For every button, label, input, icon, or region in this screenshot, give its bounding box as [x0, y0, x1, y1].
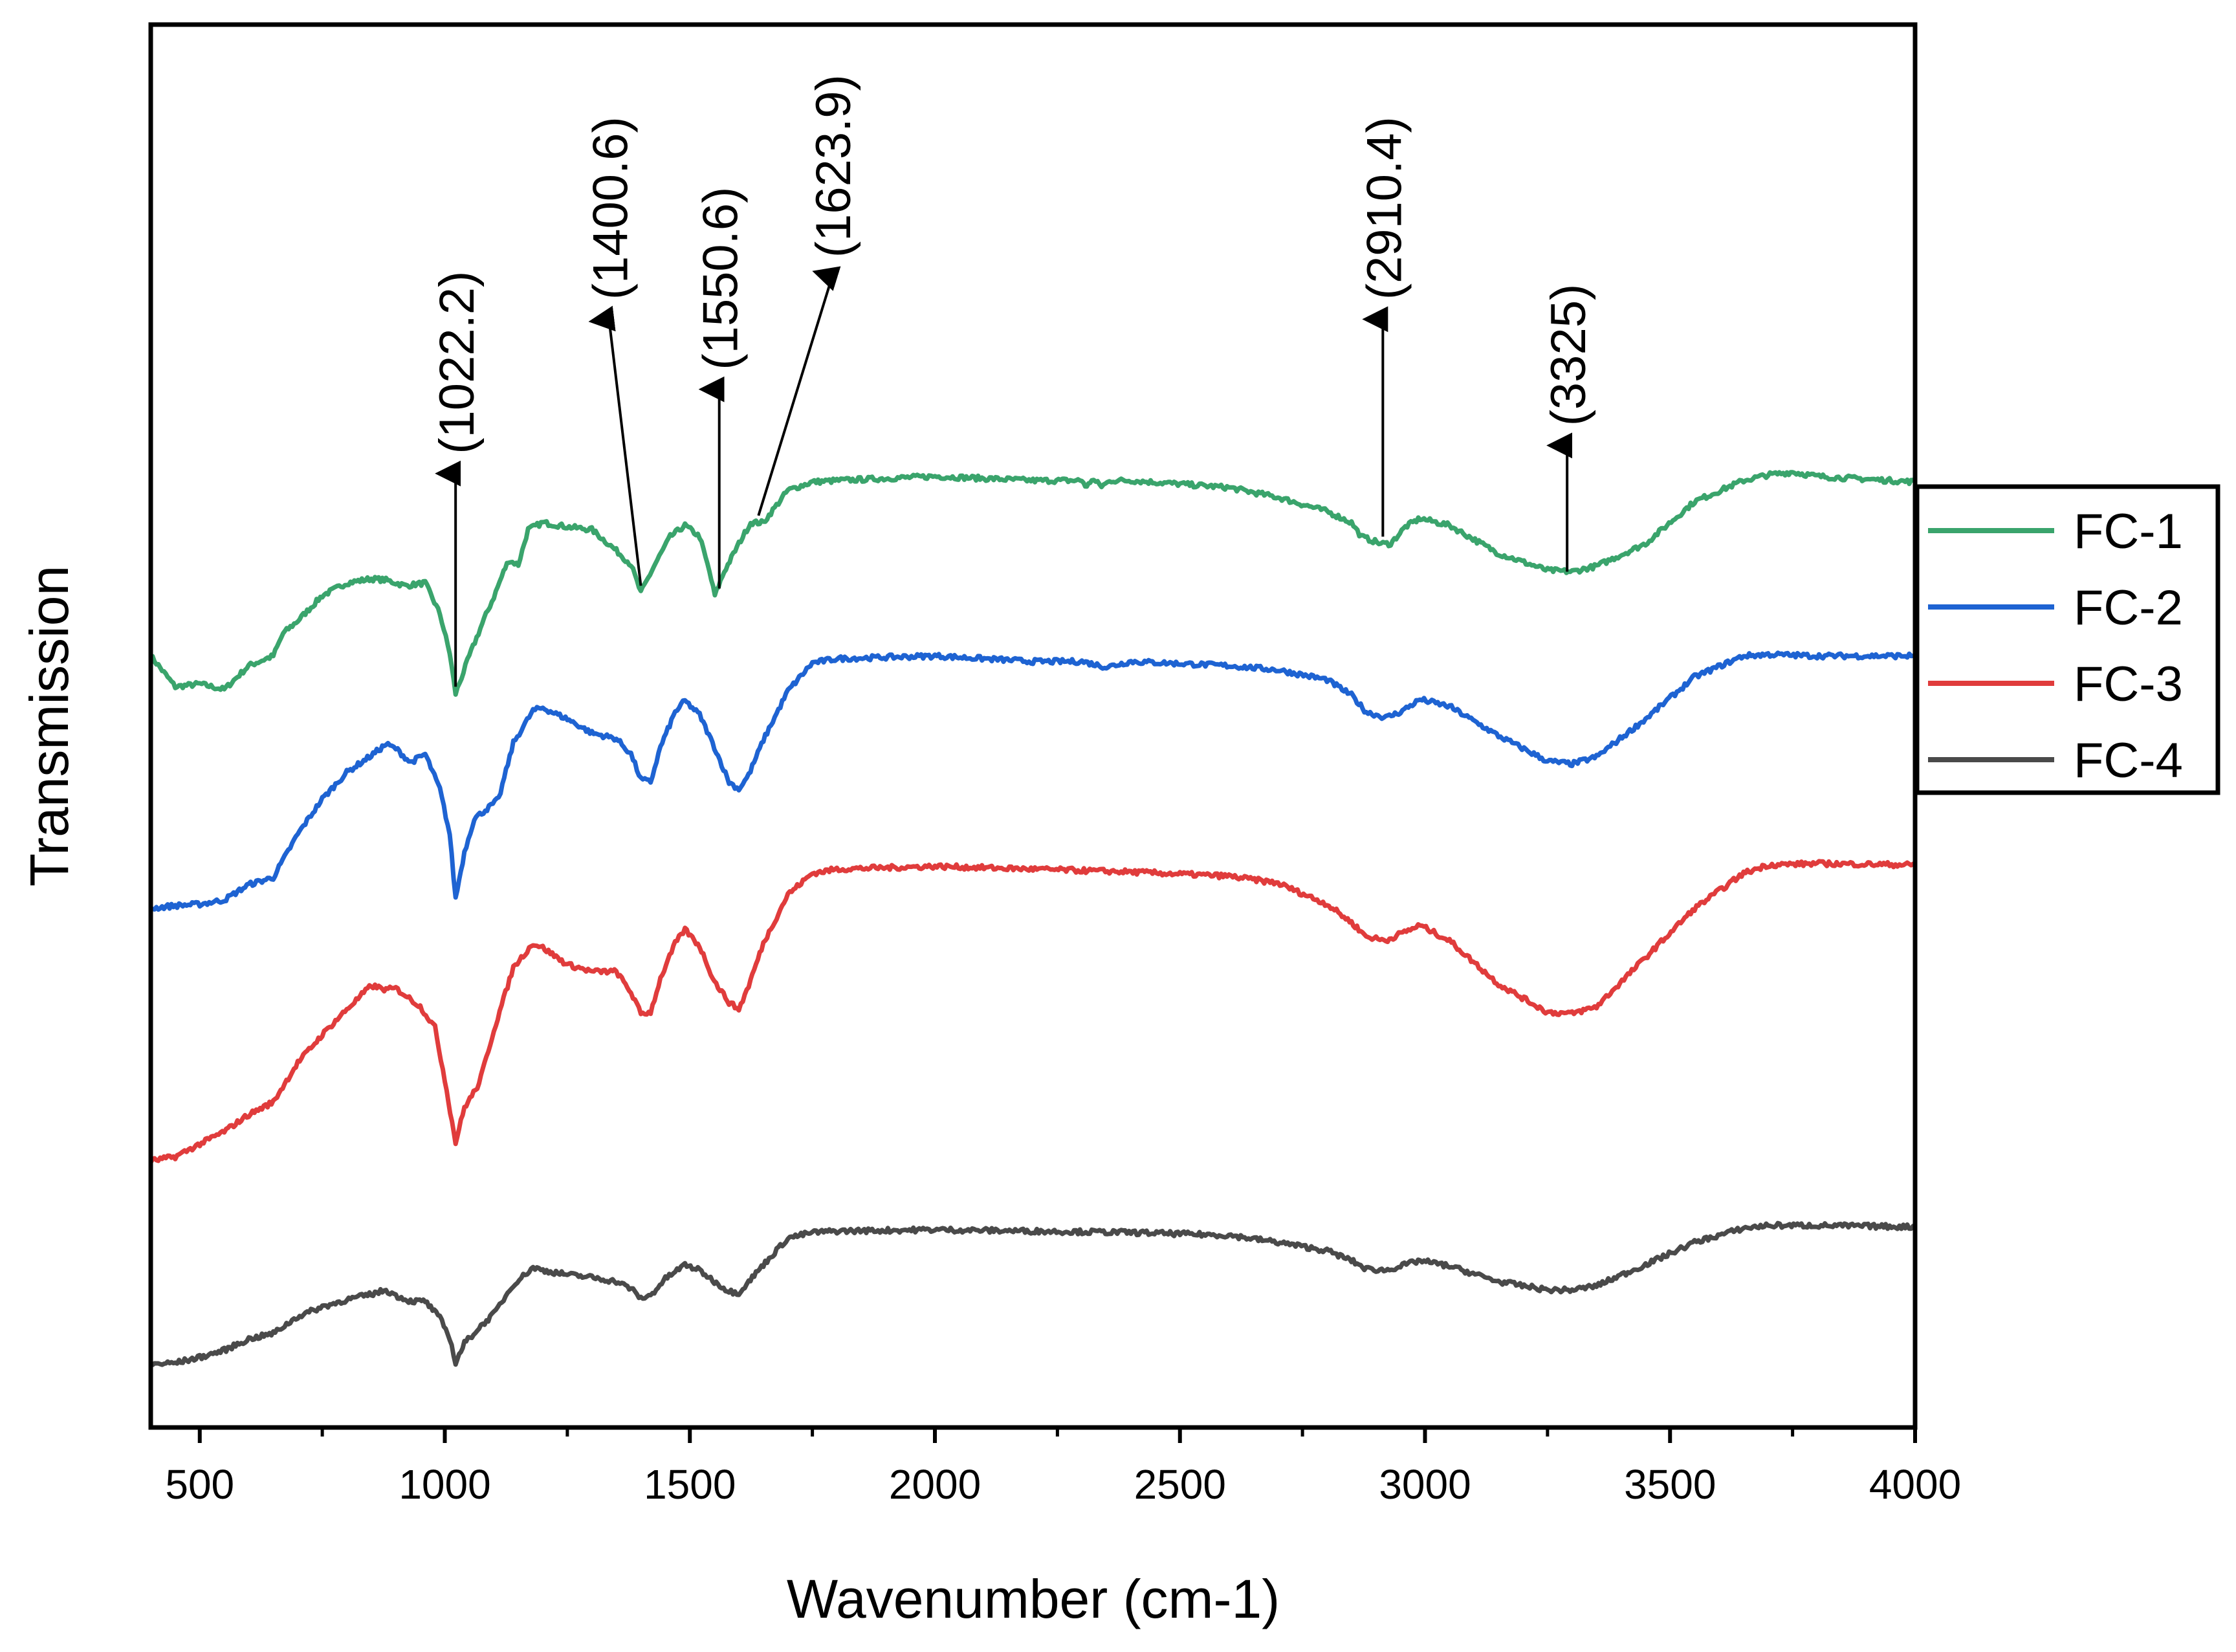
- plot-frame: [148, 22, 1918, 1430]
- x-tick-label: 1000: [399, 1461, 490, 1508]
- series-line-fc-3: [148, 859, 1918, 1165]
- annotation-label: (1400.6): [583, 116, 638, 300]
- legend-label: FC-2: [2074, 580, 2183, 635]
- series-line-fc-1: [148, 470, 1918, 697]
- x-tick-label: 2000: [889, 1461, 981, 1508]
- x-tick-label: 2500: [1134, 1461, 1226, 1508]
- annotation-label: (1550.6): [694, 187, 749, 370]
- legend-label: FC-1: [2074, 504, 2183, 559]
- legend-box: [1914, 484, 2220, 795]
- x-axis: 500 1000 1500 2000 2500 3000 3500 4000: [165, 1427, 1961, 1508]
- legend: FC-1 FC-2 FC-3 FC-4: [1914, 484, 2220, 795]
- y-axis-title: Transmission: [19, 566, 80, 887]
- annotation-arrow: [588, 305, 642, 586]
- series-line-fc-2: [148, 650, 1918, 912]
- legend-label: FC-3: [2074, 657, 2183, 712]
- x-tick-label: 4000: [1869, 1461, 1961, 1508]
- annotation-label: (1022.2): [430, 271, 485, 454]
- annotation-label: (3325): [1541, 284, 1596, 426]
- annotation-arrow: [757, 266, 841, 516]
- annotation-layer: (1022.2) (1400.6) (1550.6) (1623.9) (2910.4)…: [430, 74, 1596, 687]
- series-line-fc-4: [148, 1220, 1918, 1367]
- series-layer: [148, 470, 1918, 1367]
- x-axis-title: Wavenumber (cm-1): [787, 1569, 1280, 1629]
- legend-label: FC-4: [2074, 733, 2183, 788]
- x-tick-label: 3000: [1379, 1461, 1471, 1508]
- annotation-label: (1623.9): [806, 74, 861, 258]
- x-tick-label: 3500: [1624, 1461, 1716, 1508]
- x-tick-label: 500: [165, 1461, 234, 1508]
- x-tick-label: 1500: [644, 1461, 736, 1508]
- annotation-label: (2910.4): [1357, 116, 1412, 300]
